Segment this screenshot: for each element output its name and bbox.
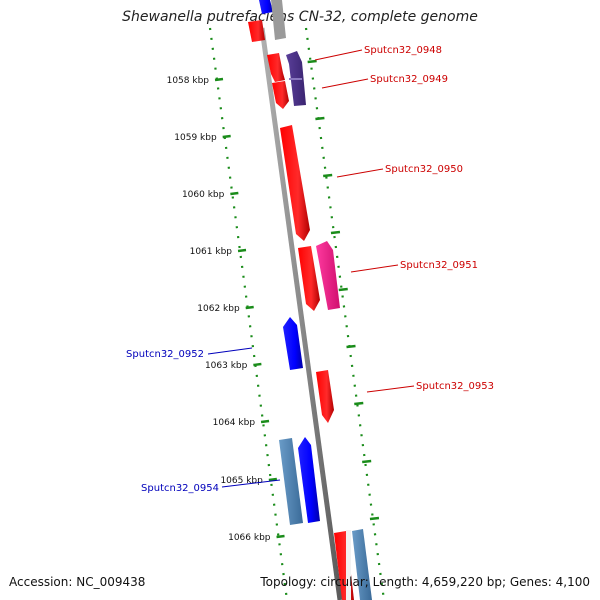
gene-label: Sputcn32_0949 (370, 74, 448, 85)
gene-arrow-0951-pink (316, 241, 340, 310)
tick-mark-right (354, 401, 364, 406)
left-tick-marks (214, 77, 285, 539)
tick-mark-left (253, 362, 262, 367)
right-tick-ruler (304, 27, 386, 600)
tick-label: 1060 kbp (182, 190, 225, 200)
gene-label: Sputcn32_0951 (400, 260, 478, 271)
tick-label: 1059 kbp (174, 133, 217, 143)
gene-leader-line (321, 78, 369, 89)
genome-summary: Topology: circular; Length: 4,659,220 bp… (260, 575, 590, 589)
gene-leader-line (350, 264, 399, 273)
gene-arrow-0952 (283, 317, 303, 370)
tick-mark-left (268, 477, 277, 482)
tick-label: 1063 kbp (205, 361, 248, 371)
right-tick-marks (307, 59, 380, 521)
gene-leader-line (314, 49, 363, 61)
gene-leader-line (336, 168, 384, 178)
tick-mark-right (346, 344, 356, 349)
tick-mark-right (362, 459, 372, 464)
gene-leader-line (366, 385, 415, 393)
gene-label: Sputcn32_0953 (416, 381, 494, 392)
gene-arrow-0948b (272, 81, 289, 109)
gene-arrow-top-grey (271, 0, 286, 40)
tick-mark-left (222, 134, 231, 139)
tick-mark-right (369, 516, 380, 521)
tick-label: 1058 kbp (167, 76, 210, 86)
gene-label: Sputcn32_0948 (364, 45, 442, 56)
gene-arrow-0948 (267, 53, 285, 82)
gene-arrow-top-red (248, 20, 265, 42)
left-tick-ruler (208, 27, 289, 600)
tick-mark-right (338, 287, 348, 292)
gene-arrow-0954-steel (279, 438, 303, 525)
gene-leader-line (221, 479, 281, 488)
tick-label: 1065 kbp (220, 476, 263, 486)
gene-arrow-bottom-steel (352, 529, 372, 600)
gene-labels: Sputcn32_0948 Sputcn32_0949 Sputcn32_0950 S… (126, 45, 494, 494)
tick-mark-right (323, 173, 333, 178)
accession-label: Accession: NC_009438 (9, 575, 146, 589)
gene-leader-line (207, 347, 253, 355)
gene-arrow-0951-red (298, 246, 320, 311)
gene-arrow-0953 (316, 370, 334, 423)
tick-mark-right (330, 230, 341, 235)
gene-arrow-0950 (280, 125, 310, 241)
tick-mark-left (237, 248, 247, 253)
tick-label: 1061 kbp (190, 247, 233, 257)
gene-label: Sputcn32_0952 (126, 349, 204, 360)
rna-feature-0949-seam (289, 78, 302, 80)
tick-label: 1066 kbp (228, 533, 271, 543)
tick-mark-left (260, 419, 270, 424)
gene-bottom-white-gap (346, 530, 351, 600)
tick-label: 1062 kbp (197, 304, 240, 314)
gene-arrow-top-blue (259, 0, 273, 14)
tick-labels: 1058 kbp 1059 kbp 1060 kbp 1061 kbp 1062 kbp… (167, 76, 271, 543)
tick-mark-left (214, 77, 224, 82)
tick-label: 1064 kbp (213, 418, 256, 428)
map-title: Shewanella putrefaciens CN-32, complete … (122, 9, 478, 25)
gene-label: Sputcn32_0950 (385, 164, 463, 175)
tick-mark-left (245, 305, 254, 310)
tick-mark-left (276, 534, 285, 539)
genome-backbone (259, 27, 343, 600)
tick-mark-right (315, 116, 325, 121)
gene-label: Sputcn32_0954 (141, 483, 219, 494)
tick-mark-right (307, 59, 317, 64)
gene-arrow-0954-blue (298, 437, 320, 523)
tick-mark-left (230, 191, 239, 196)
